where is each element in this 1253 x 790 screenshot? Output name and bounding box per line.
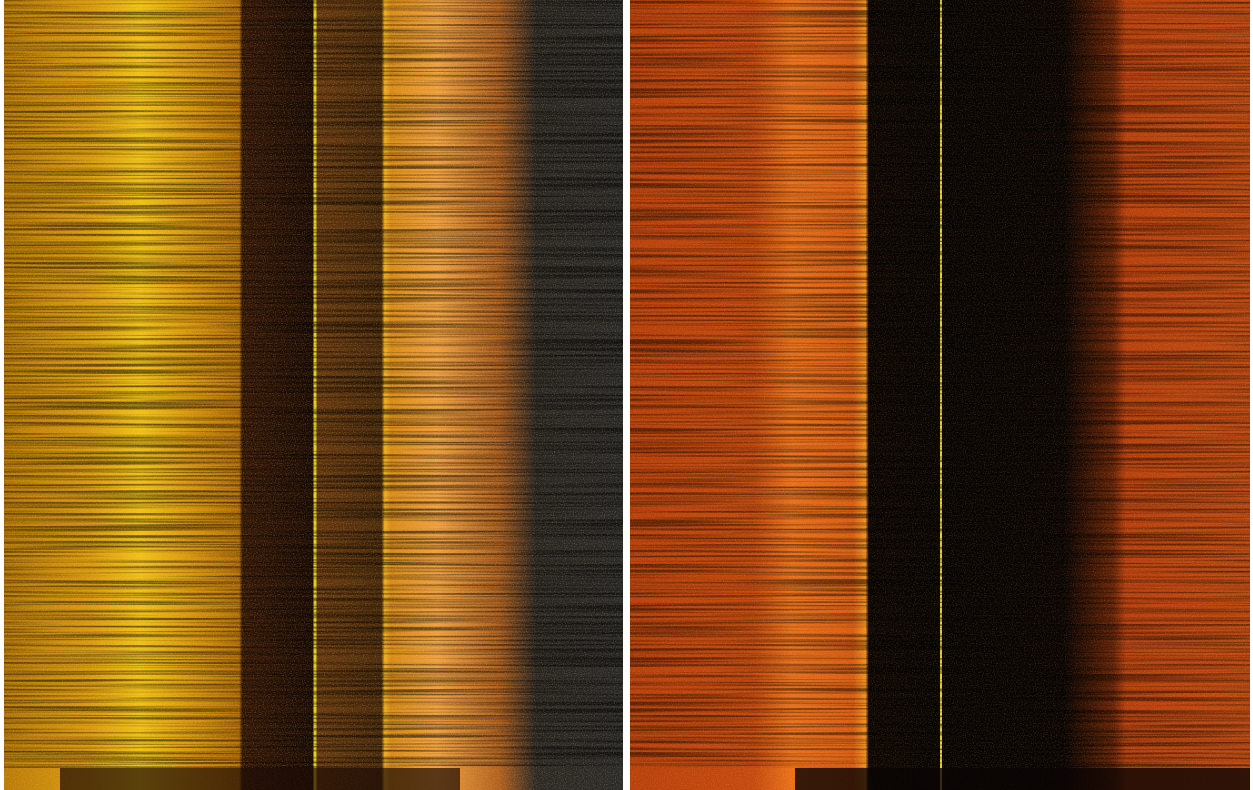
right-panel — [630, 0, 1250, 790]
left-bottom-strip — [60, 768, 460, 790]
left-speckle — [4, 0, 623, 790]
right-speckle — [630, 0, 1250, 790]
divider — [624, 0, 629, 790]
left-panel — [4, 0, 623, 790]
right-bottom-strip — [795, 768, 1250, 790]
